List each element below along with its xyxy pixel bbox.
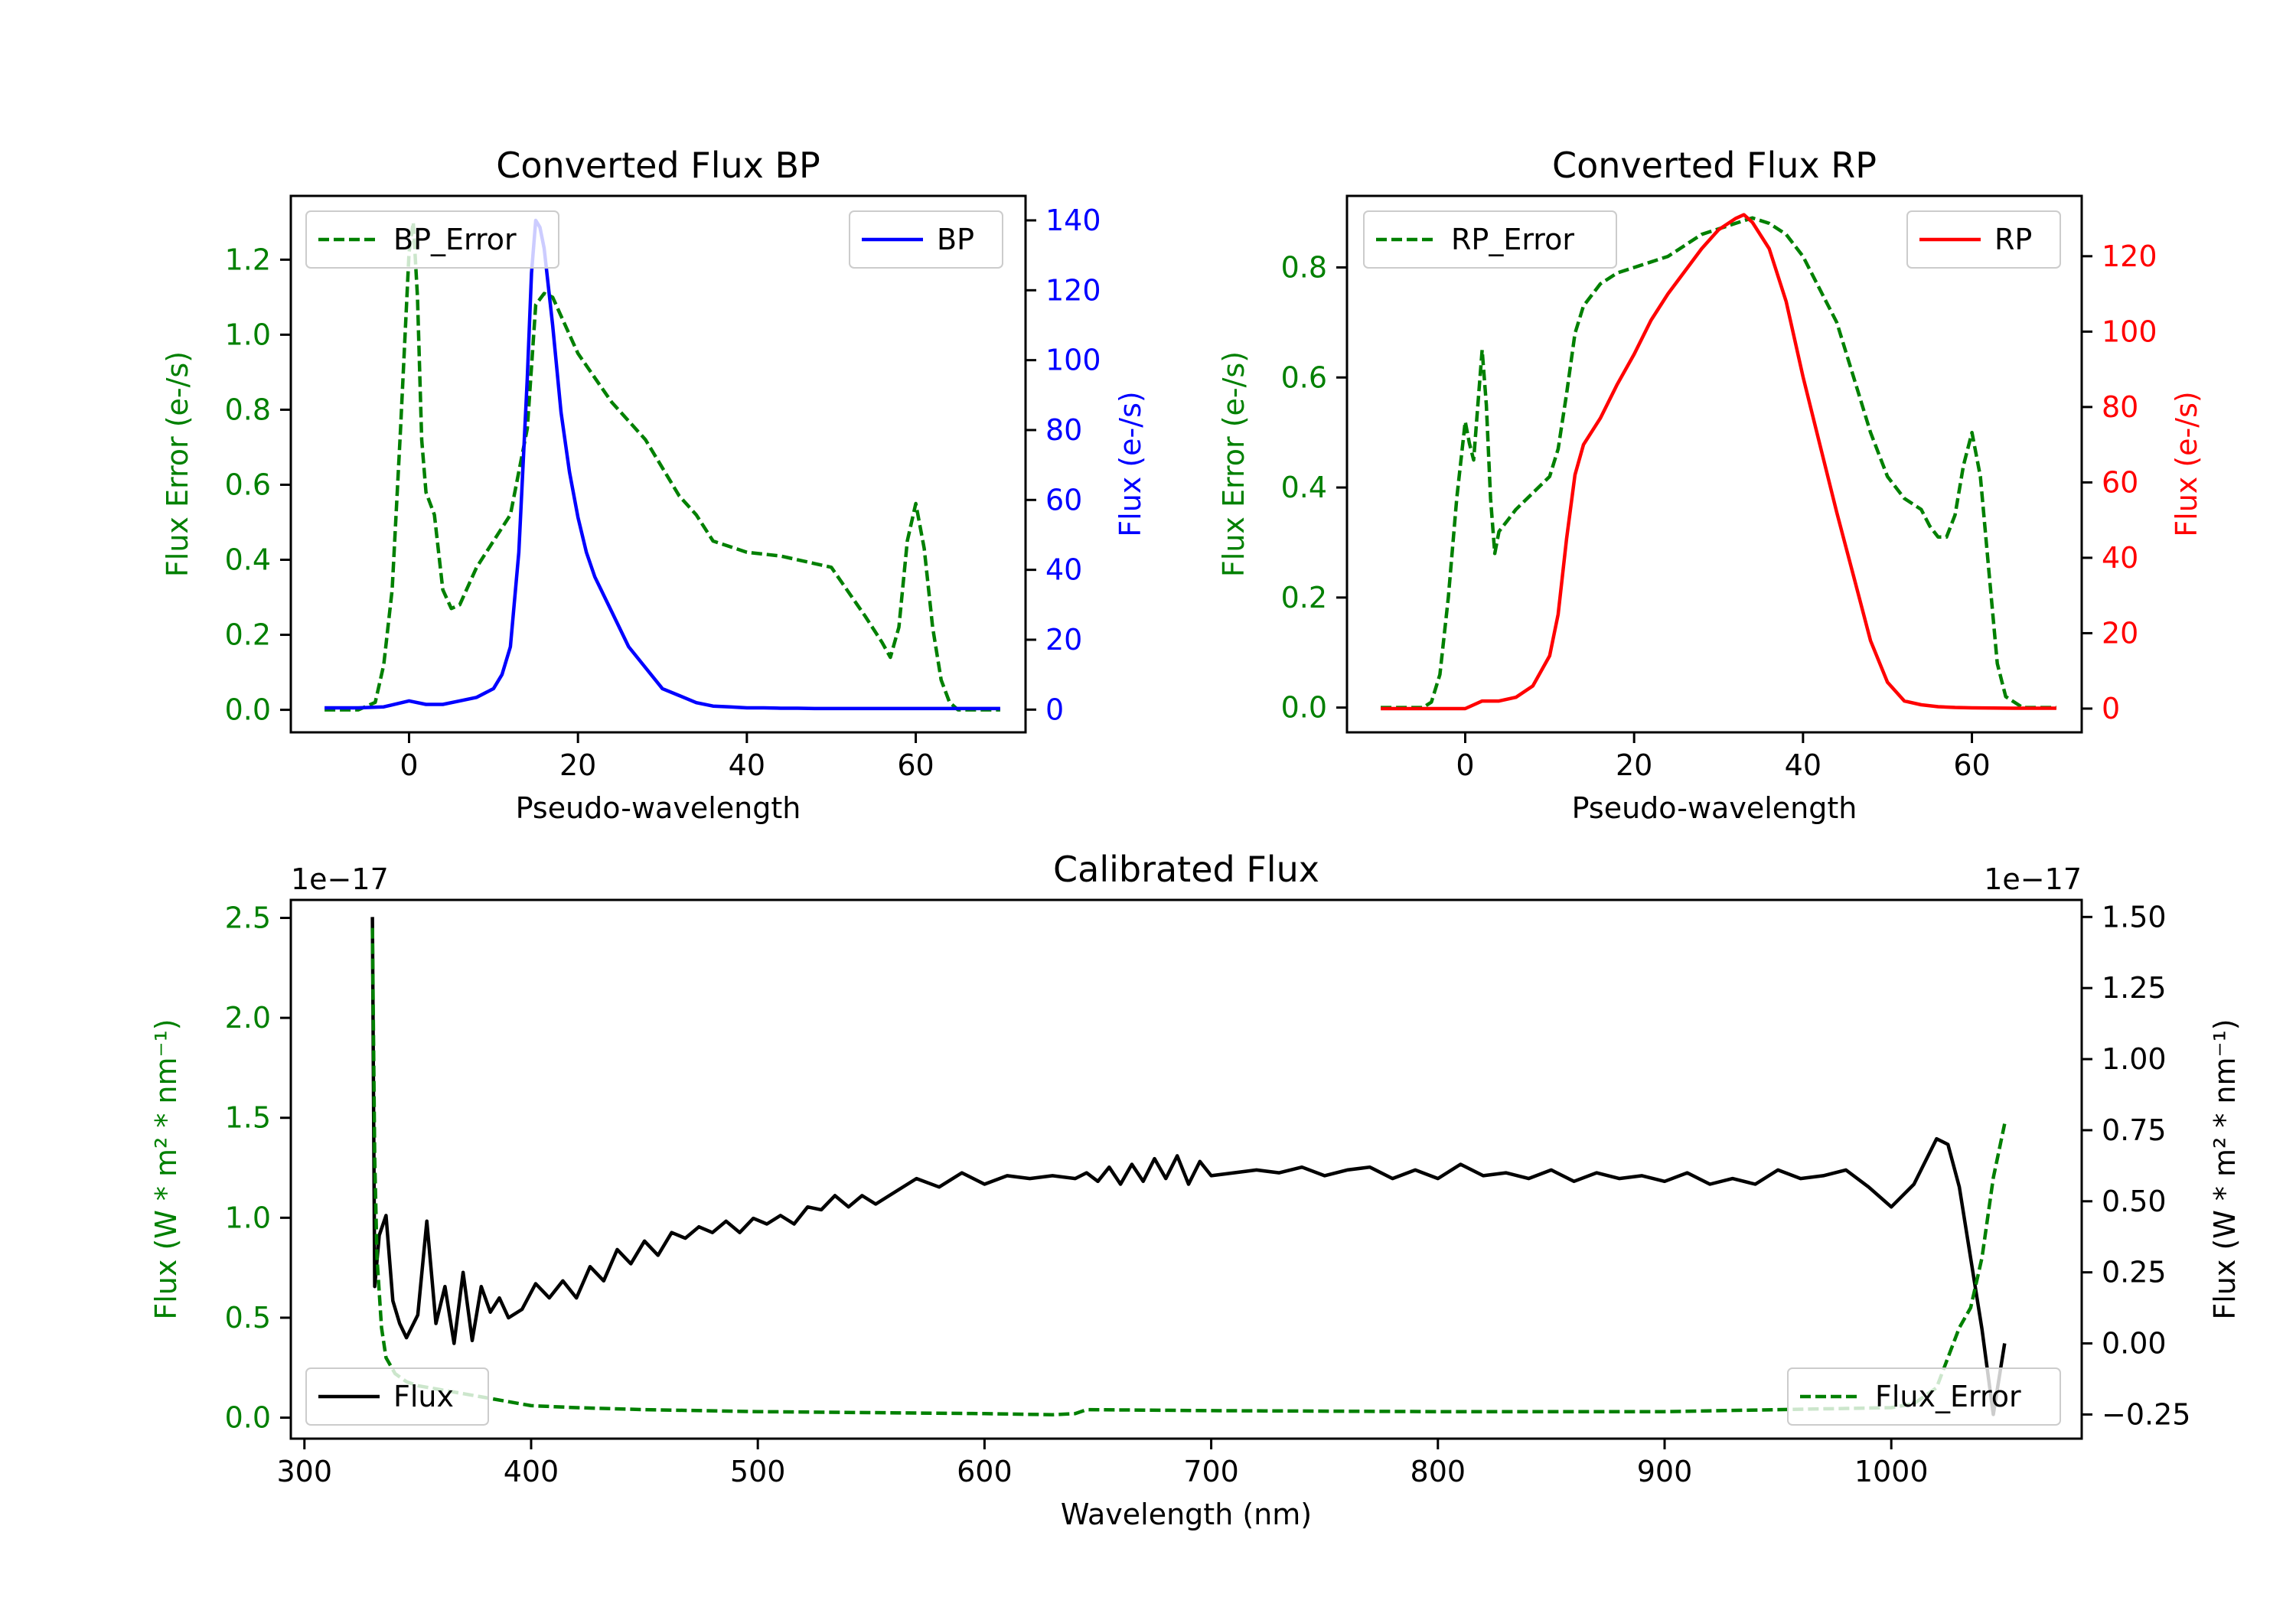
calibrated-ylabel-right: Flux (W * m² * nm⁻¹) (2208, 1019, 2242, 1319)
calibrated-offset-left: 1e−17 (291, 862, 389, 896)
calibrated-series-flux (370, 917, 2007, 1416)
rp-ylabel-right: Flux (e-/s) (2170, 391, 2203, 536)
calibrated-offset-right: 1e−17 (1984, 862, 2082, 896)
bp-legend-left-box (305, 210, 559, 269)
bp-ytick-right-label: 0 (1045, 693, 1064, 726)
calibrated-xtick-label: 900 (1637, 1455, 1693, 1488)
rp-series-rp-error (1381, 216, 2056, 709)
bp-xtick-label: 60 (897, 748, 934, 782)
calibrated-ytick-right-label: 0.75 (2102, 1113, 2167, 1147)
bp-legend-left-label: BP_Error (393, 223, 517, 256)
calibrated-ytick-right-label: −0.25 (2102, 1397, 2190, 1431)
rp-ytick-left-label: 0.8 (1281, 250, 1327, 284)
rp-ytick-right-label: 20 (2102, 616, 2138, 650)
rp-panel: 0 20 40 60 0.0 0.2 0.4 0.6 0.8 0 20 40 60 80 100 120 Con… (1217, 145, 2203, 825)
rp-legend-right-label: RP (1994, 223, 2032, 256)
calibrated-xlabel: Wavelength (nm) (1061, 1498, 1312, 1531)
calibrated-ytick-right-label: 0.50 (2102, 1185, 2167, 1218)
rp-ytick-right-label: 40 (2102, 541, 2138, 575)
bp-ytick-right-label: 80 (1045, 413, 1082, 447)
calibrated-ytick-right-label: 0.25 (2102, 1256, 2167, 1289)
rp-ytick-right-label: 80 (2102, 390, 2138, 424)
bp-xlabel: Pseudo-wavelength (516, 791, 801, 825)
rp-xtick-label: 0 (1456, 748, 1474, 782)
bp-legend-right-box (849, 210, 1003, 269)
rp-ytick-right-label: 120 (2102, 240, 2157, 273)
calibrated-legend-right-box (1787, 1367, 2061, 1426)
bp-xtick-label: 40 (729, 748, 765, 782)
bp-ylabel-right: Flux (e-/s) (1114, 391, 1147, 536)
calibrated-xtick-label: 700 (1183, 1455, 1239, 1488)
bp-ytick-left-label: 0.0 (225, 693, 271, 727)
bp-ytick-right-label: 20 (1045, 623, 1082, 657)
bp-ytick-right-label: 120 (1045, 273, 1101, 307)
rp-xtick-label: 40 (1785, 748, 1821, 782)
bp-ytick-right-label: 100 (1045, 344, 1101, 377)
rp-axes-frame (1345, 194, 2083, 734)
bp-ytick-right-label: 60 (1045, 483, 1082, 517)
calibrated-xtick-label: 300 (277, 1455, 333, 1488)
rp-xtick-label: 60 (1953, 748, 1990, 782)
rp-ytick-left-label: 0.2 (1281, 581, 1327, 614)
calibrated-ylabel-left: Flux (W * m² * nm⁻¹) (149, 1019, 183, 1319)
rp-ytick-left-label: 0.4 (1281, 471, 1327, 504)
bp-series-bp-error (325, 220, 1000, 712)
bp-xtick-label: 20 (559, 748, 596, 782)
bp-legend-right-label: BP (937, 223, 974, 256)
rp-title: Converted Flux RP (1552, 145, 1877, 186)
bp-ytick-left-label: 0.8 (225, 393, 271, 426)
calibrated-title: Calibrated Flux (1053, 849, 1319, 890)
calibrated-ytick-right-label: 0.00 (2102, 1327, 2167, 1361)
calibrated-ytick-right-label: 1.50 (2102, 900, 2167, 934)
rp-ytick-left-label: 0.0 (1281, 691, 1327, 725)
bp-ytick-right-label: 40 (1045, 553, 1082, 587)
calibrated-panel: 300 400 500 600 700 800 900 1000 0.0 0.5 1.0 1.5 2.0… (149, 849, 2242, 1531)
rp-series-rp (1381, 213, 2056, 711)
calibrated-xtick-label: 800 (1411, 1455, 1466, 1488)
calibrated-ytick-right-label: 1.25 (2102, 971, 2167, 1005)
calibrated-ytick-left-label: 1.5 (225, 1101, 271, 1135)
rp-ylabel-left: Flux Error (e-/s) (1217, 351, 1251, 577)
bp-axes-frame (289, 194, 1027, 734)
calibrated-xtick-label: 600 (957, 1455, 1013, 1488)
rp-ytick-right-label: 0 (2102, 692, 2120, 725)
bp-ytick-left-label: 1.0 (225, 318, 271, 351)
calibrated-xtick-label: 1000 (1854, 1455, 1929, 1488)
bp-ytick-left-label: 0.6 (225, 468, 271, 501)
calibrated-ytick-left-label: 0.5 (225, 1301, 271, 1335)
calibrated-xtick-label: 500 (730, 1455, 786, 1488)
rp-xlabel: Pseudo-wavelength (1572, 791, 1857, 825)
calibrated-axes-frame (289, 898, 2083, 1440)
calibrated-ytick-left-label: 0.0 (225, 1401, 271, 1435)
rp-legend-right-box (1906, 210, 2061, 269)
rp-ytick-left-label: 0.6 (1281, 360, 1327, 394)
bp-ytick-left-label: 0.4 (225, 543, 271, 577)
rp-legend-left-label: RP_Error (1451, 223, 1574, 256)
calibrated-ytick-left-label: 1.0 (225, 1201, 271, 1234)
rp-legend-left-box (1363, 210, 1617, 269)
calibrated-ytick-left-label: 2.5 (225, 901, 271, 935)
bp-ylabel-left: Flux Error (e-/s) (161, 351, 194, 577)
bp-series-bp (325, 218, 1000, 711)
bp-panel: 0 20 40 60 0.0 0.2 0.4 0.6 0.8 1.0 1.2 0 20 40 60 80 100… (161, 145, 1147, 825)
calibrated-ytick-left-label: 2.0 (225, 1001, 271, 1035)
rp-ytick-right-label: 100 (2102, 315, 2157, 348)
calibrated-legend-right-label: Flux_Error (1875, 1380, 2021, 1413)
bp-title: Converted Flux BP (496, 145, 820, 186)
bp-xtick-label: 0 (400, 748, 418, 782)
bp-ytick-left-label: 0.2 (225, 618, 271, 652)
bp-ytick-right-label: 140 (1045, 204, 1101, 237)
calibrated-legend-left-box (305, 1367, 489, 1426)
rp-ytick-right-label: 60 (2102, 465, 2138, 499)
bp-ytick-left-label: 1.2 (225, 243, 271, 276)
calibrated-xtick-label: 400 (504, 1455, 559, 1488)
calibrated-ytick-right-label: 1.00 (2102, 1042, 2167, 1076)
calibrated-legend-left-label: Flux (393, 1380, 454, 1413)
rp-xtick-label: 20 (1616, 748, 1652, 782)
